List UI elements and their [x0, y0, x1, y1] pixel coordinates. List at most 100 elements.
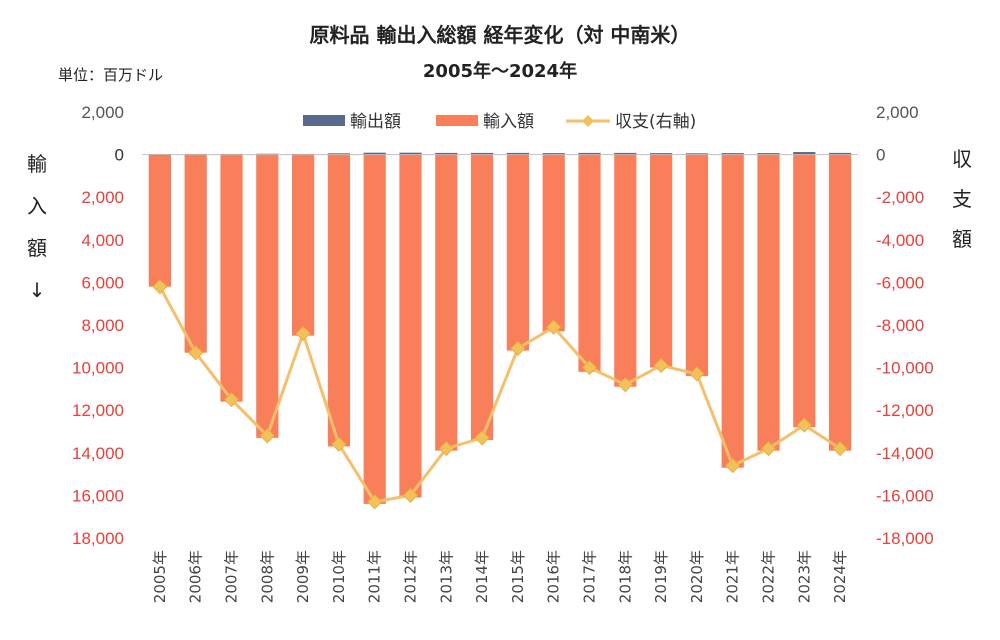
right-tick-label: -12,000	[876, 401, 934, 420]
left-axis-label: 輸入額 ↓	[27, 152, 47, 302]
import-bar	[435, 154, 458, 451]
x-tick-label: 2012年	[402, 550, 420, 603]
balance-point	[653, 357, 669, 374]
right-tick-label: 0	[876, 146, 885, 165]
left-tick-label: 10,000	[72, 359, 124, 378]
right-axis-label-char: 支	[952, 187, 972, 211]
x-tick-label: 2015年	[509, 550, 527, 603]
left-tick-label: 18,000	[72, 529, 124, 548]
import-bar	[757, 154, 780, 451]
balance-line	[158, 285, 841, 504]
export-bar	[399, 152, 422, 155]
left-tick-label: 12,000	[72, 401, 124, 420]
left-axis-label-char: 輸	[27, 152, 47, 176]
left-tick-label: 0	[115, 146, 124, 165]
x-tick-label: 2018年	[616, 550, 634, 603]
right-tick-label: -18,000	[876, 529, 934, 548]
x-tick-label: 2023年	[795, 550, 813, 603]
balance-point	[367, 494, 383, 510]
import-bar	[363, 154, 386, 504]
balance-point	[474, 430, 490, 446]
x-tick-label: 2017年	[581, 550, 599, 603]
x-tick-label: 2019年	[652, 550, 670, 603]
x-tick-label: 2009年	[294, 550, 312, 603]
balance-point	[725, 458, 741, 474]
balance-point	[152, 279, 168, 295]
x-tick-label: 2006年	[187, 550, 205, 603]
right-tick-label: -8,000	[876, 316, 924, 335]
bars	[148, 152, 852, 504]
left-tick-label: 16,000	[72, 486, 124, 505]
export-bar	[578, 152, 601, 155]
import-bar	[220, 154, 243, 402]
x-tick-label: 2014年	[473, 550, 491, 603]
import-bar	[471, 154, 494, 441]
unit-label: 単位：百万ドル	[58, 66, 163, 84]
import-bar	[542, 154, 565, 332]
x-tick-label: 2021年	[724, 550, 742, 603]
right-axis-label-char: 額	[952, 227, 972, 251]
x-tick-label: 2007年	[223, 550, 241, 603]
right-tick-label: 2,000	[876, 103, 919, 122]
balance-point	[510, 340, 526, 356]
export-bar	[363, 152, 386, 155]
import-bar	[399, 154, 422, 498]
import-bar	[578, 154, 601, 372]
x-tick-label: 2022年	[760, 550, 778, 603]
export-bar	[721, 153, 744, 155]
export-bar	[757, 153, 780, 155]
import-bar	[148, 154, 171, 287]
export-bar	[793, 152, 816, 155]
balance-point	[832, 440, 848, 457]
right-axis-ticks: 2,000 0 -2,000 -4,000 -6,000 -8,000 -10,000 -12…	[876, 103, 934, 548]
x-tick-label: 2024年	[831, 550, 849, 603]
balance-line-series	[152, 279, 848, 510]
balance-point	[402, 487, 419, 503]
import-bar	[292, 154, 315, 336]
import-bar	[614, 154, 637, 387]
legend-label-balance: 収支(右軸)	[615, 112, 696, 132]
import-bar	[829, 154, 852, 451]
legend-label-export: 輸出額	[350, 112, 401, 132]
x-tick-label: 2013年	[437, 550, 455, 603]
right-tick-label: -4,000	[876, 231, 924, 250]
x-tick-label: 2016年	[545, 550, 563, 603]
export-bar	[471, 152, 494, 155]
balance-point	[689, 366, 705, 382]
export-bar	[327, 153, 350, 155]
balance-point	[331, 436, 347, 452]
balance-point	[617, 377, 633, 393]
import-bar	[793, 154, 816, 428]
balance-point	[223, 391, 240, 408]
export-bar	[435, 152, 458, 155]
balance-point	[188, 345, 204, 361]
import-bar	[721, 154, 744, 468]
balance-point	[581, 360, 598, 376]
right-tick-label: -2,000	[876, 188, 924, 207]
export-bar	[650, 153, 673, 155]
left-axis-label-char: 額	[27, 236, 47, 260]
left-tick-label: 4,000	[81, 231, 124, 250]
chart-subtitle: 2005年～2024年	[423, 60, 577, 82]
balance-point	[796, 417, 812, 433]
x-axis-ticks: 2005年 2006年 2007年 2008年 2009年 2010年 2011年 2012年…	[151, 550, 849, 603]
left-tick-label: 14,000	[72, 444, 124, 463]
export-bar	[542, 153, 565, 155]
export-bar	[829, 152, 852, 155]
import-bar	[650, 154, 673, 368]
chart-title: 原料品 輸出入総額 経年変化（対 中南米）	[310, 23, 691, 47]
x-tick-label: 2011年	[366, 550, 384, 603]
legend: 輸出額 輸入額 収支(右軸)	[303, 112, 696, 132]
left-tick-label: 8,000	[81, 316, 124, 335]
import-bar	[685, 154, 708, 377]
right-tick-label: -14,000	[876, 444, 934, 463]
right-axis-label-char: 収	[952, 147, 972, 171]
balance-point	[438, 440, 454, 457]
left-axis-label-char: ↓	[29, 278, 46, 302]
right-tick-label: -16,000	[876, 486, 934, 505]
import-bar	[184, 154, 207, 353]
balance-point	[295, 325, 311, 342]
right-tick-label: -6,000	[876, 273, 924, 292]
left-axis-label-char: 入	[27, 194, 47, 218]
